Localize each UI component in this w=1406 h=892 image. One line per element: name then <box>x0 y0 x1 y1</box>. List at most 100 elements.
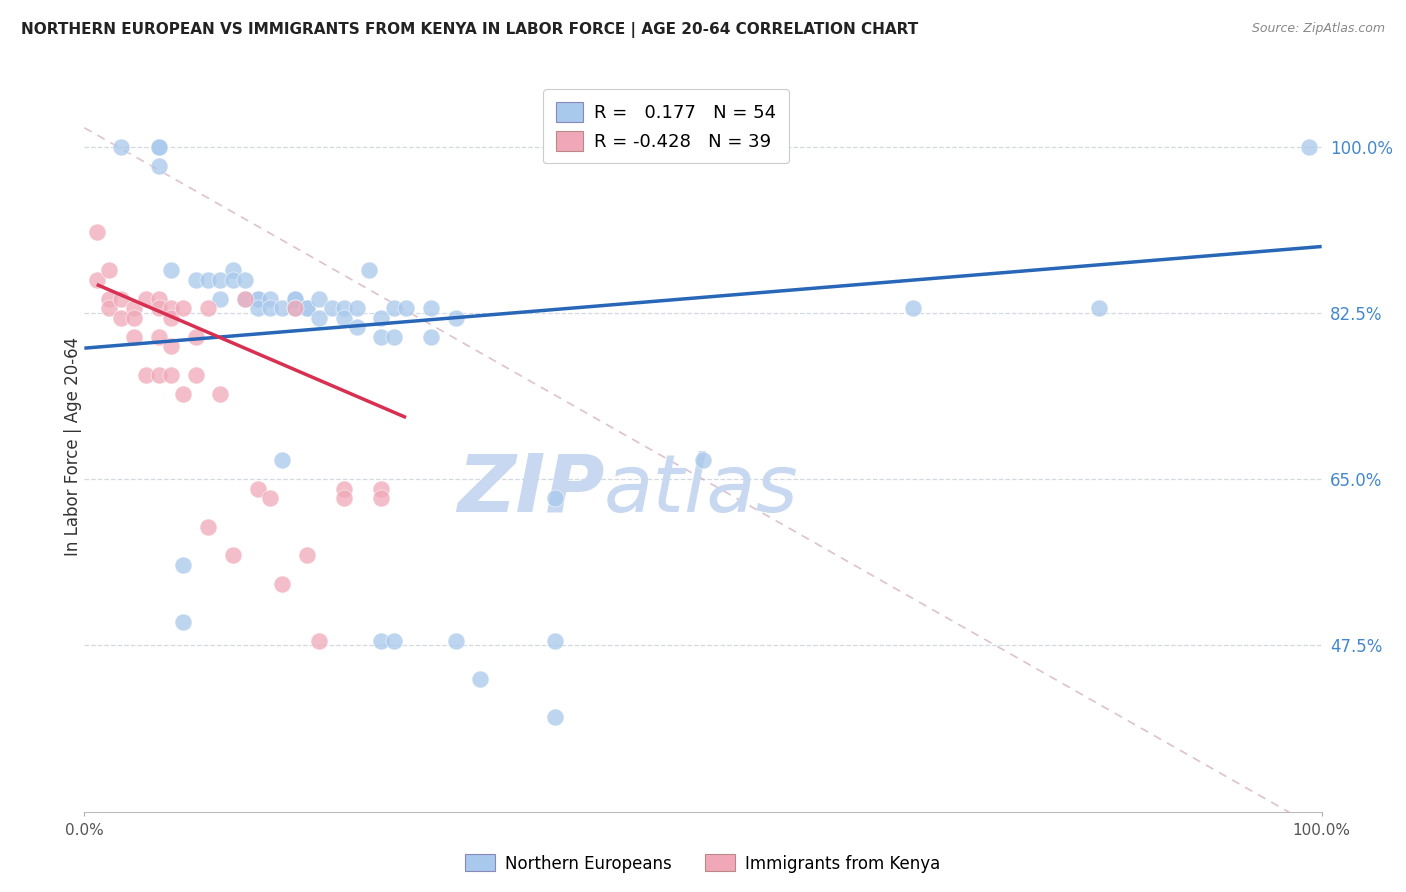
Point <box>222 263 245 277</box>
Point <box>148 292 170 306</box>
Point <box>295 301 318 316</box>
Point <box>308 292 330 306</box>
Point <box>98 263 121 277</box>
Point <box>284 292 307 306</box>
Point <box>148 368 170 382</box>
Point <box>1298 140 1320 154</box>
Point <box>308 633 330 648</box>
Point <box>295 301 318 316</box>
Point <box>692 453 714 467</box>
Point <box>197 301 219 316</box>
Point <box>98 301 121 316</box>
Point <box>246 292 269 306</box>
Point <box>160 368 183 382</box>
Point <box>333 301 356 316</box>
Point <box>284 292 307 306</box>
Point <box>110 140 132 154</box>
Point <box>86 273 108 287</box>
Point <box>271 453 294 467</box>
Point <box>209 292 232 306</box>
Point <box>184 273 207 287</box>
Point <box>184 330 207 344</box>
Point <box>172 386 194 401</box>
Point <box>135 292 157 306</box>
Point <box>271 576 294 591</box>
Point <box>98 292 121 306</box>
Text: NORTHERN EUROPEAN VS IMMIGRANTS FROM KENYA IN LABOR FORCE | AGE 20-64 CORRELATIO: NORTHERN EUROPEAN VS IMMIGRANTS FROM KEN… <box>21 22 918 38</box>
Point <box>246 482 269 496</box>
Point <box>160 339 183 353</box>
Y-axis label: In Labor Force | Age 20-64: In Labor Force | Age 20-64 <box>65 336 82 556</box>
Point <box>444 633 467 648</box>
Point <box>160 310 183 325</box>
Point <box>370 482 392 496</box>
Point <box>233 273 256 287</box>
Point <box>903 301 925 316</box>
Point <box>259 301 281 316</box>
Point <box>122 310 145 325</box>
Point <box>233 292 256 306</box>
Point <box>246 301 269 316</box>
Point <box>172 301 194 316</box>
Point <box>122 330 145 344</box>
Point <box>382 633 405 648</box>
Point <box>110 292 132 306</box>
Point <box>308 310 330 325</box>
Point <box>370 491 392 506</box>
Point <box>357 263 380 277</box>
Point <box>333 482 356 496</box>
Point <box>148 330 170 344</box>
Point <box>222 548 245 562</box>
Point <box>543 710 565 724</box>
Point <box>148 159 170 173</box>
Point <box>543 633 565 648</box>
Point <box>419 330 441 344</box>
Point <box>271 301 294 316</box>
Point <box>160 263 183 277</box>
Text: atlas: atlas <box>605 450 799 529</box>
Point <box>160 301 183 316</box>
Point <box>209 386 232 401</box>
Legend: Northern Europeans, Immigrants from Kenya: Northern Europeans, Immigrants from Keny… <box>458 847 948 880</box>
Point <box>370 310 392 325</box>
Point <box>148 140 170 154</box>
Point <box>295 548 318 562</box>
Point <box>284 301 307 316</box>
Point <box>148 301 170 316</box>
Point <box>122 301 145 316</box>
Legend: R =   0.177   N = 54, R = -0.428   N = 39: R = 0.177 N = 54, R = -0.428 N = 39 <box>543 89 789 163</box>
Point <box>419 301 441 316</box>
Point <box>148 140 170 154</box>
Point <box>233 292 256 306</box>
Point <box>172 558 194 572</box>
Point <box>209 273 232 287</box>
Point <box>184 368 207 382</box>
Text: ZIP: ZIP <box>457 450 605 529</box>
Point <box>370 633 392 648</box>
Point <box>470 672 492 686</box>
Point <box>246 292 269 306</box>
Point <box>197 520 219 534</box>
Point <box>259 491 281 506</box>
Point <box>1088 301 1111 316</box>
Point <box>333 310 356 325</box>
Point <box>135 368 157 382</box>
Point <box>86 225 108 239</box>
Point <box>333 491 356 506</box>
Point <box>197 273 219 287</box>
Point <box>444 310 467 325</box>
Point <box>346 320 368 334</box>
Point <box>346 301 368 316</box>
Point <box>259 292 281 306</box>
Point <box>110 310 132 325</box>
Point <box>382 330 405 344</box>
Point <box>543 491 565 506</box>
Point <box>172 615 194 629</box>
Point <box>395 301 418 316</box>
Point <box>370 330 392 344</box>
Point <box>222 273 245 287</box>
Point <box>382 301 405 316</box>
Point <box>284 301 307 316</box>
Point <box>321 301 343 316</box>
Text: Source: ZipAtlas.com: Source: ZipAtlas.com <box>1251 22 1385 36</box>
